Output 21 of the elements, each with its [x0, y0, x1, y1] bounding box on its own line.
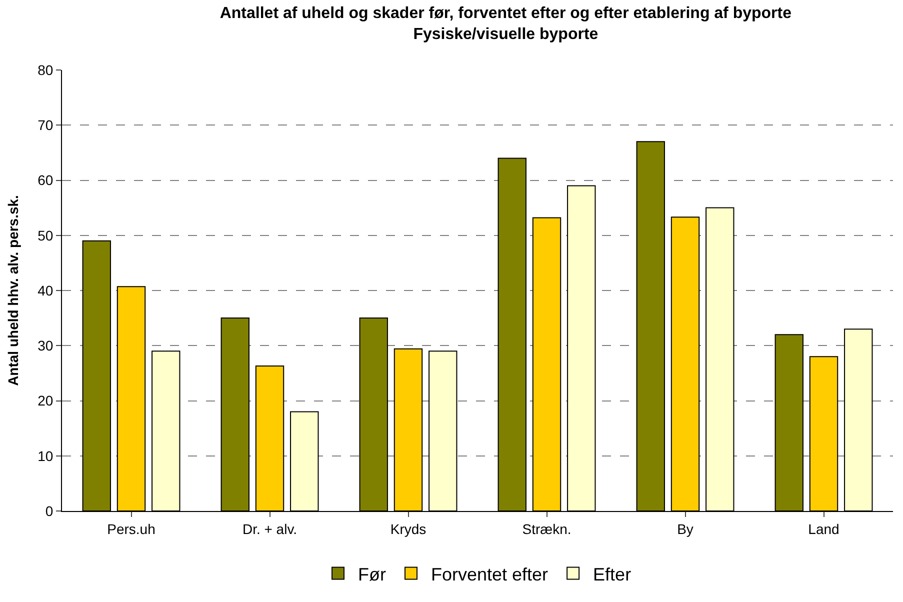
x-tick-label: By [677, 520, 694, 537]
y-axis-title: Antal uheld hhv. alv. pers.sk. [5, 195, 22, 386]
y-tick-label: 50 [38, 227, 54, 244]
x-tick-label: Kryds [390, 520, 426, 537]
y-tick-label: 30 [38, 338, 54, 354]
legend-label: Før [358, 564, 386, 584]
y-tick-label: 60 [38, 172, 54, 188]
y-tick-label: 40 [38, 282, 54, 298]
chart-subtitle: Fysiske/visuelle byporte [413, 26, 598, 43]
x-tick-label: Land [808, 520, 840, 537]
y-tick-label: 80 [38, 62, 54, 78]
y-tick-label: 70 [38, 117, 54, 134]
chart-title: Antallet af uheld og skader før, forventet efter og efter etablering af byporte [220, 5, 792, 22]
y-tick-label: 20 [38, 392, 54, 409]
x-tick-label: Strækn. [522, 520, 572, 537]
legend-label: Efter [593, 564, 632, 584]
y-tick-label: 10 [38, 448, 54, 464]
y-tick-label: 0 [45, 502, 54, 519]
legend-label: Forventet efter [430, 564, 548, 584]
x-tick-label: Dr. + alv. [242, 520, 298, 537]
x-tick-label: Pers.uh [107, 520, 156, 537]
